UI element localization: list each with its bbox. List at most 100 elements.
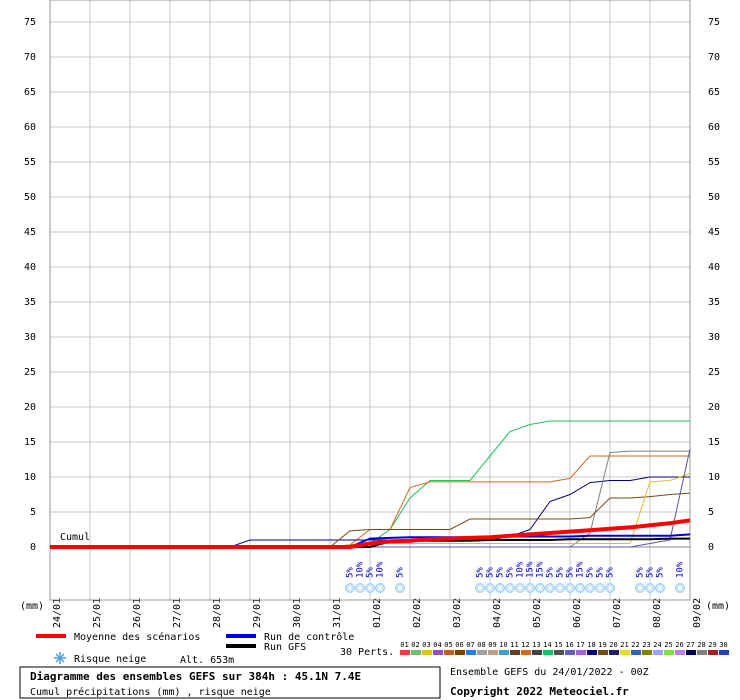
pert-label: 14 [543,641,551,649]
y-tick-label: 60 [708,122,720,133]
pert-swatch [664,650,674,655]
y-tick-label: 75 [708,17,720,28]
pert-swatch [422,650,432,655]
snow-flake [656,584,664,592]
y-tick-label: 25 [708,367,720,378]
pert-swatch [642,650,652,655]
snow-marker [535,583,545,593]
snow-flake [526,584,534,592]
snow-marker [355,583,365,593]
legend-label: Run GFS [264,642,306,653]
x-tick-label: 04/02 [492,598,503,628]
y-tick-label: 50 [708,192,720,203]
snow-marker [495,583,505,593]
y-tick-label: 40 [24,262,36,273]
snow-marker [345,583,355,593]
x-tick-label: 24/01 [52,598,63,628]
snow-marker [585,583,595,593]
y-tick-label: 20 [708,402,720,413]
pert-swatch [708,650,718,655]
x-tick-label: 06/02 [572,598,583,628]
y-tick-label: 25 [24,367,36,378]
y-unit: (mm) [706,601,730,612]
y-tick-label: 70 [708,52,720,63]
snow-flake [396,584,404,592]
snow-label: 5% [556,567,566,578]
pert-swatch [499,650,509,655]
y-tick-label: 40 [708,262,720,273]
snow-marker [515,583,525,593]
x-tick-label: 01/02 [372,598,383,628]
pert-swatch [576,650,586,655]
y-tick-label: 35 [24,297,36,308]
pert-swatch [521,650,531,655]
snow-label: 5% [606,567,616,578]
snow-marker [605,583,615,593]
y-tick-label: 10 [708,472,720,483]
y-tick-label: 0 [708,542,714,553]
pert-swatch [433,650,443,655]
pert-swatch [675,650,685,655]
y-unit: (mm) [20,601,44,612]
x-tick-label: 28/01 [212,598,223,628]
y-tick-label: 60 [24,122,36,133]
snow-label: 10% [356,561,366,578]
y-tick-label: 35 [708,297,720,308]
series-line [50,518,691,549]
snow-label: 10% [376,561,386,578]
snow-marker [635,583,645,593]
x-tick-label: 02/02 [412,598,423,628]
y-tick-label: 15 [24,437,36,448]
pert-label: 25 [664,641,672,649]
y-tick-label: 45 [24,227,36,238]
snow-marker [575,583,585,593]
snow-marker [525,583,535,593]
snow-marker [505,583,515,593]
snow-flake [676,584,684,592]
y-tick-label: 0 [30,542,36,553]
snow-marker [545,583,555,593]
snow-flake [556,584,564,592]
snow-label: 15% [576,561,586,578]
x-tick-label: 05/02 [532,598,543,628]
pert-label: 27 [686,641,694,649]
snow-label: 5% [636,567,646,578]
pert-label: 05 [444,641,452,649]
x-tick-label: 25/01 [92,598,103,628]
snow-label: 15% [526,561,536,578]
y-tick-label: 75 [24,17,36,28]
snow-marker [485,583,495,593]
y-tick-label: 45 [708,227,720,238]
snow-label: 5% [476,567,486,578]
snow-flake [346,584,354,592]
y-tick-label: 65 [24,87,36,98]
pert-swatch [488,650,498,655]
snow-flake [546,584,554,592]
snow-marker [645,583,655,593]
pert-label: 07 [466,641,474,649]
pert-label: 26 [675,641,683,649]
snow-label: 5% [396,567,406,578]
y-tick-label: 15 [708,437,720,448]
snow-label: 5% [586,567,596,578]
plot-frame [49,0,691,601]
snow-flake [566,584,574,592]
snow-label: 10% [516,561,526,578]
snow-label: 5% [566,567,576,578]
pert-label: 13 [532,641,540,649]
pert-label: 16 [565,641,573,649]
y-tick-label: 30 [708,332,720,343]
snow-flake [536,584,544,592]
y-tick-label: 20 [24,402,36,413]
pert-swatch [631,650,641,655]
snow-label: Risque neige [74,654,146,665]
pert-swatch [554,650,564,655]
snow-flake [366,584,374,592]
snow-flake [356,584,364,592]
snow-label: 5% [546,567,556,578]
pert-label: 17 [576,641,584,649]
pert-label: 29 [708,641,716,649]
pert-label: 02 [411,641,419,649]
pert-label: 20 [609,641,617,649]
